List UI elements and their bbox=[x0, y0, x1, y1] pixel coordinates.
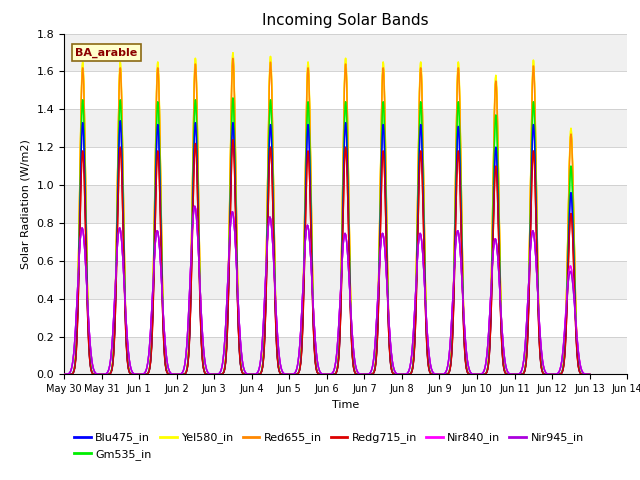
Nir945_in bbox=[586, 372, 593, 377]
Yel580_in bbox=[548, 372, 556, 377]
Nir840_in bbox=[60, 372, 68, 377]
Bar bbox=[64, 72, 627, 109]
Line: Redg715_in: Redg715_in bbox=[64, 140, 589, 374]
Yel580_in bbox=[586, 372, 593, 377]
Yel580_in bbox=[229, 50, 237, 56]
Title: Incoming Solar Bands: Incoming Solar Bands bbox=[262, 13, 429, 28]
X-axis label: Time: Time bbox=[332, 400, 359, 409]
Yel580_in bbox=[378, 77, 386, 83]
Bar bbox=[64, 299, 627, 336]
Red655_in bbox=[493, 90, 500, 96]
Gm535_in bbox=[378, 115, 386, 120]
Blu475_in bbox=[474, 372, 482, 377]
Redg715_in bbox=[493, 171, 500, 177]
Nir945_in bbox=[493, 242, 500, 248]
Blu475_in bbox=[60, 372, 68, 377]
Bar bbox=[64, 336, 627, 374]
Nir945_in bbox=[378, 231, 386, 237]
Red655_in bbox=[378, 83, 386, 88]
Gm535_in bbox=[256, 371, 264, 377]
Y-axis label: Solar Radiation (W/m2): Solar Radiation (W/m2) bbox=[21, 139, 31, 269]
Yel580_in bbox=[474, 372, 482, 377]
Redg715_in bbox=[229, 137, 237, 143]
Gm535_in bbox=[474, 372, 482, 377]
Blu475_in bbox=[493, 153, 500, 159]
Yel580_in bbox=[298, 349, 305, 355]
Blu475_in bbox=[378, 136, 386, 142]
Nir840_in bbox=[586, 372, 593, 377]
Gm535_in bbox=[229, 95, 237, 101]
Nir945_in bbox=[191, 204, 198, 209]
Line: Gm535_in: Gm535_in bbox=[64, 98, 589, 374]
Bar bbox=[64, 223, 627, 261]
Nir840_in bbox=[582, 372, 590, 377]
Red655_in bbox=[298, 349, 305, 355]
Line: Blu475_in: Blu475_in bbox=[64, 121, 589, 374]
Nir945_in bbox=[60, 372, 68, 377]
Redg715_in bbox=[582, 372, 590, 377]
Red655_in bbox=[60, 372, 68, 377]
Redg715_in bbox=[378, 161, 386, 167]
Blu475_in bbox=[116, 118, 124, 124]
Gm535_in bbox=[582, 372, 590, 377]
Red655_in bbox=[229, 56, 237, 61]
Red655_in bbox=[548, 372, 556, 377]
Gm535_in bbox=[493, 122, 500, 128]
Blu475_in bbox=[256, 371, 264, 377]
Red655_in bbox=[474, 372, 482, 377]
Bar bbox=[64, 185, 627, 223]
Blu475_in bbox=[582, 372, 590, 377]
Redg715_in bbox=[586, 372, 593, 377]
Line: Nir840_in: Nir840_in bbox=[64, 206, 589, 374]
Nir945_in bbox=[298, 319, 305, 325]
Bar bbox=[64, 147, 627, 185]
Nir840_in bbox=[256, 363, 264, 369]
Nir840_in bbox=[298, 319, 305, 325]
Line: Nir945_in: Nir945_in bbox=[64, 206, 589, 374]
Red655_in bbox=[256, 371, 264, 377]
Legend: Blu475_in, Gm535_in, Yel580_in, Red655_in, Redg715_in, Nir840_in, Nir945_in: Blu475_in, Gm535_in, Yel580_in, Red655_i… bbox=[70, 428, 588, 464]
Yel580_in bbox=[60, 372, 68, 377]
Gm535_in bbox=[586, 372, 593, 377]
Blu475_in bbox=[298, 353, 305, 359]
Gm535_in bbox=[60, 372, 68, 377]
Nir840_in bbox=[378, 231, 386, 237]
Bar bbox=[64, 261, 627, 299]
Bar bbox=[64, 109, 627, 147]
Nir945_in bbox=[256, 363, 264, 369]
Line: Yel580_in: Yel580_in bbox=[64, 53, 589, 374]
Line: Red655_in: Red655_in bbox=[64, 59, 589, 374]
Gm535_in bbox=[548, 372, 556, 377]
Yel580_in bbox=[582, 372, 590, 377]
Nir840_in bbox=[191, 204, 198, 209]
Yel580_in bbox=[493, 84, 500, 90]
Nir840_in bbox=[493, 242, 500, 248]
Blu475_in bbox=[548, 372, 556, 377]
Blu475_in bbox=[586, 372, 593, 377]
Red655_in bbox=[586, 372, 593, 377]
Nir840_in bbox=[474, 372, 482, 377]
Text: BA_arable: BA_arable bbox=[76, 48, 138, 58]
Redg715_in bbox=[60, 372, 68, 377]
Red655_in bbox=[582, 372, 590, 377]
Redg715_in bbox=[298, 355, 305, 361]
Redg715_in bbox=[256, 371, 264, 377]
Gm535_in bbox=[298, 352, 305, 358]
Redg715_in bbox=[474, 372, 482, 377]
Nir945_in bbox=[474, 372, 482, 377]
Nir945_in bbox=[582, 372, 590, 377]
Bar bbox=[64, 34, 627, 72]
Yel580_in bbox=[256, 371, 264, 377]
Redg715_in bbox=[548, 372, 556, 377]
